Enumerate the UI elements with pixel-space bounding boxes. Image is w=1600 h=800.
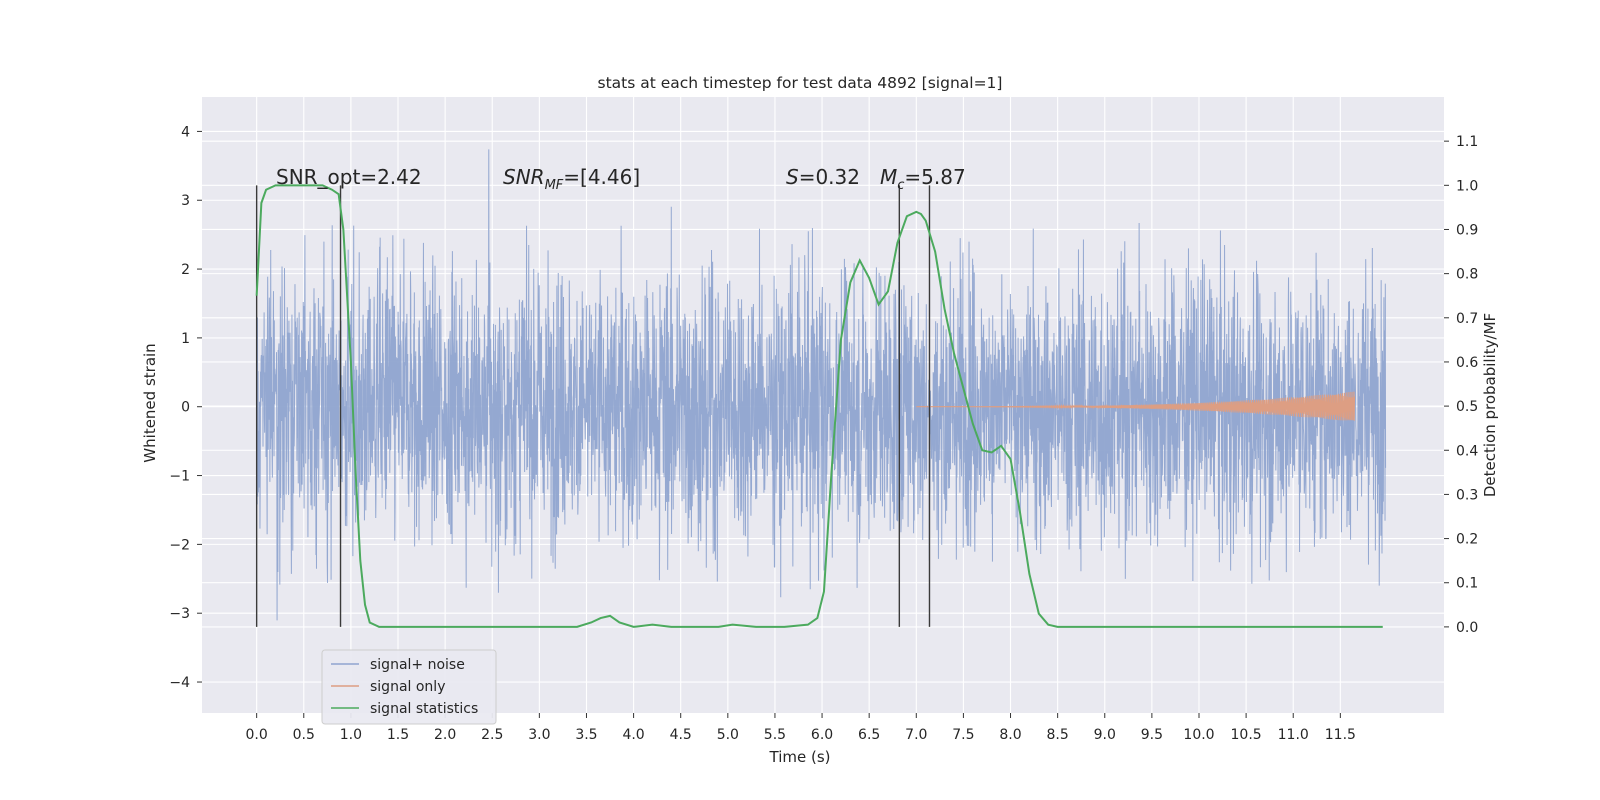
y-left-tick-label: −2 [169,537,190,553]
x-tick-label: 11.0 [1278,727,1309,743]
y-right-tick-label: 1.1 [1456,134,1478,150]
x-tick-label: 3.0 [528,727,550,743]
x-tick-label: 5.5 [764,727,786,743]
y-left-tick-label: −3 [169,606,190,622]
snr-mf-value: =[4.46] [563,165,640,189]
y-left-tick-label: 3 [181,193,190,209]
snr-mf-base: SNR [503,165,545,189]
vertical-markers [255,185,931,627]
y-right-tick-label: 0.9 [1456,222,1478,238]
annotation-snr-opt: SNR_opt=2.42 [276,165,422,189]
y-right-tick-label: 0.0 [1456,620,1478,636]
annotation-snr-mf: SNRMF=[4.46] [503,165,640,193]
y-axis-label-left: Whitened strain [141,343,159,462]
x-tick-label: 9.0 [1094,727,1116,743]
y-left-tick-label: 4 [181,124,190,140]
x-tick-label: 11.5 [1325,727,1356,743]
y-right-tick-label: 0.7 [1456,311,1478,327]
signal-only-line [916,391,1356,421]
x-tick-label: 0.0 [246,727,268,743]
annotations: SNR_opt=2.42 SNRMF=[4.46] S=0.32 Mc=5.87 [276,165,966,193]
y-right-tick-label: 1.0 [1456,178,1478,194]
y-right-tick-label: 0.5 [1456,399,1478,415]
s-label: S [786,165,799,189]
y-left-tick-label: 2 [181,262,190,278]
legend-label-signal-only: signal only [370,679,445,695]
tick-labels: 0.0 0.5 1.0 1.5 2.0 2.5 3.0 3.5 4.0 4.5 5.0 5.5 6.0 6… [169,124,1478,743]
x-tick-label: 10.5 [1231,727,1262,743]
legend: signal+ noise signal only signal statist… [321,649,497,725]
annotation-s: S=0.32 [786,165,860,189]
x-tick-label: 2.0 [434,727,456,743]
data-layer [256,149,1387,621]
y-left-tick-label: 0 [181,400,190,416]
x-tick-label: 3.5 [575,727,597,743]
y-right-tick-label: 0.4 [1456,443,1478,459]
mc-value: =5.87 [904,165,965,189]
y-left-tick-label: 1 [181,331,190,347]
y-right-tick-label: 0.2 [1456,532,1478,548]
x-tick-label: 0.5 [293,727,315,743]
mc-sub: c [897,178,904,193]
y-right-tick-label: 0.6 [1456,355,1478,371]
x-tick-label: 6.5 [858,727,880,743]
stat-layer [255,184,1383,628]
x-tick-label: 2.5 [481,727,503,743]
x-tick-label: 7.0 [905,727,927,743]
chart-title: stats at each timestep for test data 489… [598,74,1003,92]
legend-box [321,649,497,725]
annotation-mc: Mc=5.87 [880,165,966,193]
x-tick-label: 6.0 [811,727,833,743]
signal-noise-line [256,149,1387,621]
x-tick-label: 4.0 [622,727,644,743]
x-tick-label: 9.5 [1141,727,1163,743]
legend-label-signal-statistics: signal statistics [370,701,478,717]
y-axis-label-right: Detection probability/MF [1481,313,1499,497]
s-value: =0.32 [799,165,860,189]
x-tick-label: 1.5 [387,727,409,743]
x-tick-label: 8.0 [999,727,1021,743]
x-tick-label: 4.5 [670,727,692,743]
y-left-tick-label: −1 [169,469,190,485]
y-right-tick-label: 0.1 [1456,576,1478,592]
x-tick-label: 5.0 [717,727,739,743]
x-axis-label: Time (s) [769,748,831,766]
x-tick-label: 7.5 [952,727,974,743]
y-right-tick-label: 0.3 [1456,487,1478,503]
x-tick-label: 8.5 [1047,727,1069,743]
x-tick-label: 1.0 [340,727,362,743]
signal-statistics-line [255,184,1383,628]
snr-mf-sub: MF [545,178,564,193]
x-tick-label: 10.0 [1183,727,1214,743]
y-right-tick-label: 0.8 [1456,267,1478,283]
legend-label-signal-noise: signal+ noise [370,657,465,673]
mc-base: M [880,165,897,189]
y-left-tick-label: −4 [169,675,190,691]
